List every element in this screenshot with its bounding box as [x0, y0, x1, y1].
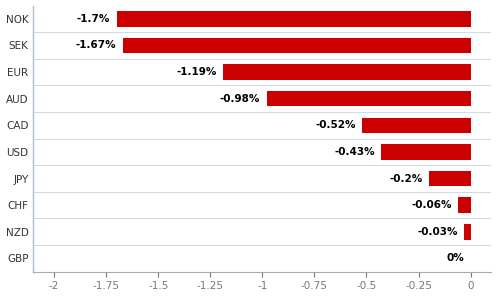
Bar: [123, 38, 471, 53]
Bar: [429, 171, 471, 186]
Text: -0.03%: -0.03%: [417, 227, 458, 237]
Bar: [362, 118, 471, 133]
Bar: [381, 144, 471, 160]
Text: 0%: 0%: [447, 253, 464, 263]
Text: -0.52%: -0.52%: [316, 120, 356, 130]
Bar: [117, 11, 471, 27]
Text: -0.98%: -0.98%: [220, 94, 260, 104]
Text: -0.43%: -0.43%: [334, 147, 375, 157]
Text: -0.2%: -0.2%: [390, 173, 423, 184]
Text: -1.19%: -1.19%: [176, 67, 217, 77]
Text: -1.67%: -1.67%: [76, 40, 117, 50]
Bar: [458, 198, 471, 213]
Text: -0.06%: -0.06%: [412, 200, 452, 210]
Bar: [266, 91, 471, 106]
Bar: [223, 64, 471, 80]
Text: -1.7%: -1.7%: [77, 14, 110, 24]
Bar: [464, 224, 471, 239]
